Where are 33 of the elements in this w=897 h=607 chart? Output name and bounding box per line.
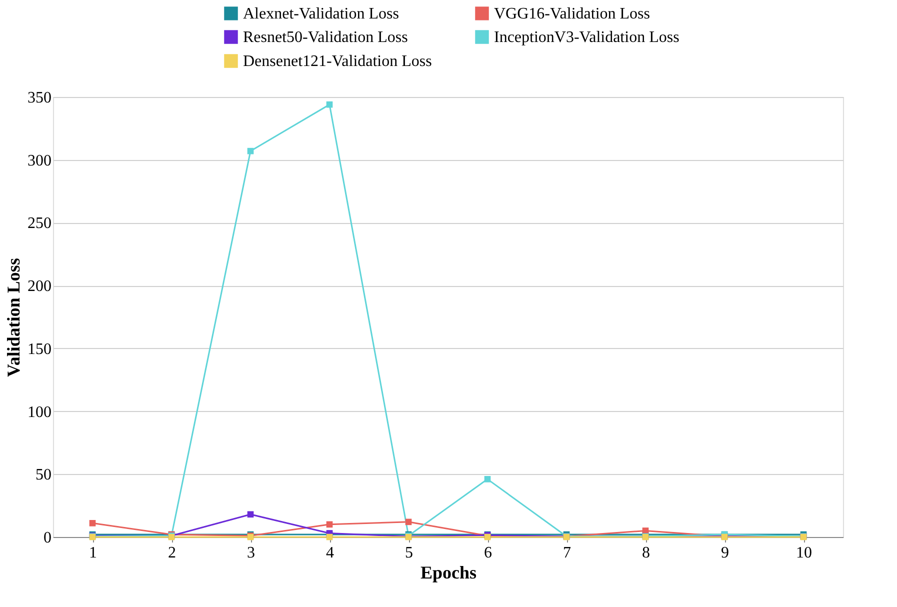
x-tick-label: 5 — [405, 544, 413, 562]
x-tick-label: 2 — [168, 544, 176, 562]
x-tick-label: 10 — [796, 544, 812, 562]
point — [326, 521, 333, 528]
y-tick-label: 300 — [28, 152, 52, 170]
point — [326, 101, 333, 108]
x-tick-label: 1 — [89, 544, 97, 562]
point — [247, 511, 254, 518]
legend-label: InceptionV3-Validation Loss — [494, 29, 680, 46]
point — [405, 518, 412, 526]
point — [484, 476, 491, 482]
legend-label: VGG16-Validation Loss — [494, 5, 650, 22]
point — [89, 520, 96, 526]
y-tick-label: 200 — [28, 278, 52, 296]
legend-label: Resnet50-Validation Loss — [243, 29, 408, 46]
x-tick-label: 3 — [247, 544, 255, 562]
point — [326, 534, 333, 540]
x-tick-label: 4 — [326, 544, 334, 562]
y-tick-label: 50 — [36, 466, 52, 484]
y-tick-label: 150 — [28, 340, 52, 358]
point — [247, 148, 254, 154]
y-tick-label: 350 — [28, 90, 52, 106]
y-axis-title: Validation Loss — [4, 258, 24, 377]
x-tick-label: 9 — [721, 544, 729, 562]
y-tick-label: 100 — [28, 404, 52, 421]
x-tick-label: 7 — [563, 544, 571, 562]
legend-label: Alexnet-Validation Loss — [243, 5, 399, 22]
x-tick-label: 6 — [484, 544, 492, 562]
x-axis-title: Epochs — [420, 562, 477, 582]
x-tick-label: 8 — [642, 544, 650, 562]
y-tick-label: 250 — [28, 215, 52, 232]
legend-label: Densenet121-Validation Loss — [243, 53, 432, 70]
y-tick-label: 0 — [44, 530, 52, 546]
